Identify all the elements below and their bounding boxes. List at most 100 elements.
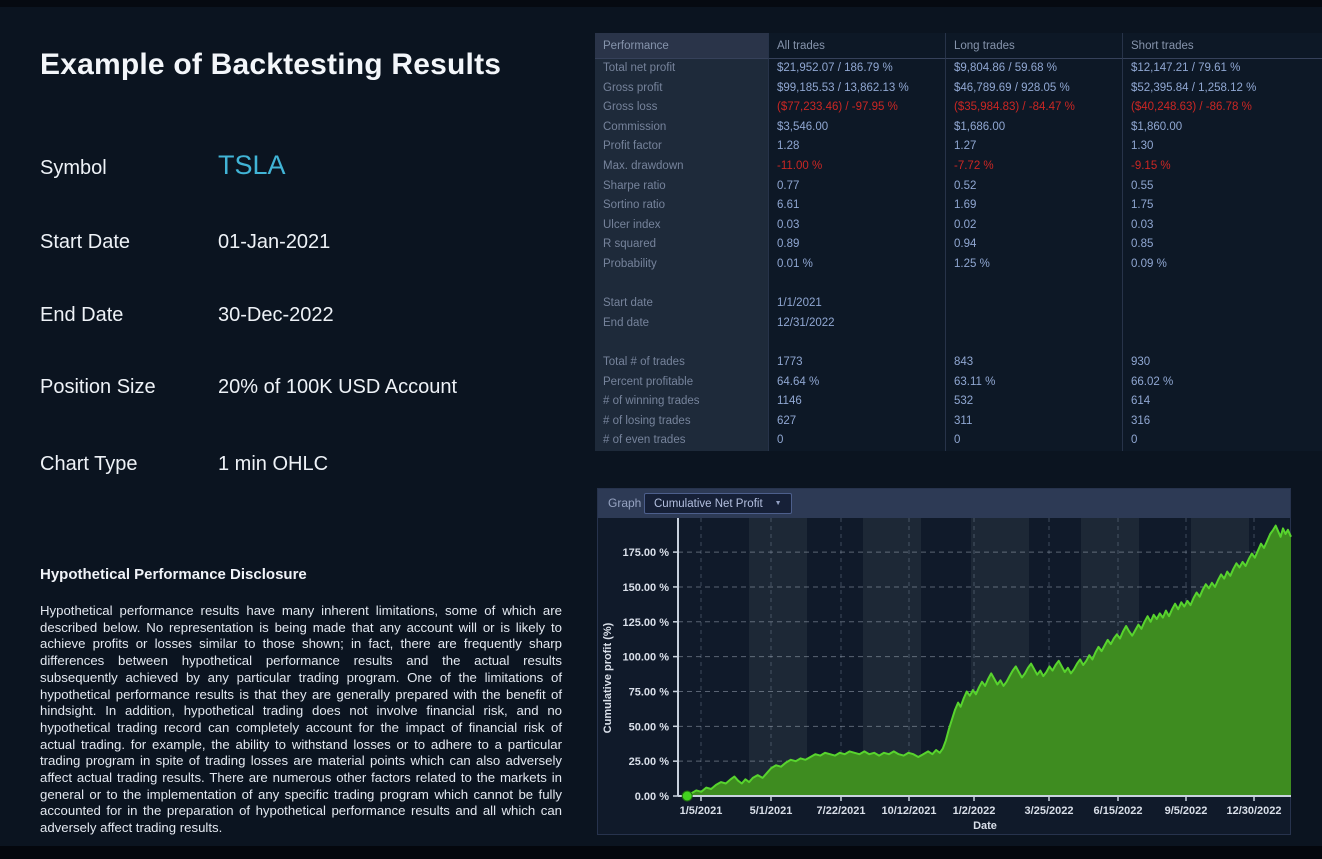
table-header-2: Long trades: [945, 33, 1122, 59]
table-cell: $46,789.69 / 928.05 %: [945, 78, 1122, 99]
profit-chart-svg: 0.00 % 25.00 % 50.00 % 75.00 % 100.00 % 125.0…: [602, 518, 1292, 832]
table-cell: $3,546.00: [768, 117, 945, 138]
x-tick-label: 7/22/2021: [817, 805, 866, 817]
table-row-label: Probability: [595, 254, 768, 275]
table-cell: [1122, 294, 1322, 314]
table-cell: ($77,233.46) / -97.95 %: [768, 98, 945, 118]
info-row-start-date: Start Date 01-Jan-2021: [40, 231, 330, 254]
table-row-label: R squared: [595, 235, 768, 255]
x-tick-label: 6/15/2022: [1094, 805, 1143, 817]
table-header-3: Short trades: [1122, 33, 1322, 59]
table-row-label: # of losing trades: [595, 411, 768, 432]
table-row-label: End date: [595, 313, 768, 334]
table-cell: 1/1/2021: [768, 294, 945, 314]
table-cell: 532: [945, 392, 1122, 412]
table-cell: [945, 274, 1122, 295]
table-cell: [945, 313, 1122, 334]
table-row-label: Percent profitable: [595, 372, 768, 393]
table-cell: [768, 333, 945, 353]
table-cell: 0.03: [1122, 215, 1322, 236]
table-cell: 0.55: [1122, 176, 1322, 197]
symbol-value: TSLA: [218, 150, 286, 180]
table-cell: [1122, 333, 1322, 353]
table-cell: $21,952.07 / 186.79 %: [768, 59, 945, 79]
y-tick-label: 125.00 %: [623, 617, 670, 629]
table-cell: [945, 294, 1122, 314]
y-tick-label: 0.00 %: [635, 791, 669, 803]
table-row-label: [595, 274, 768, 295]
table-cell: 64.64 %: [768, 372, 945, 393]
graph-label: Graph: [608, 496, 642, 510]
info-row-end-date: End Date 30-Dec-2022: [40, 304, 334, 327]
x-tick-label: 1/5/2021: [680, 805, 723, 817]
table-cell: [945, 333, 1122, 353]
table-cell: 1146: [768, 392, 945, 412]
info-row-symbol: Symbol TSLA: [40, 150, 286, 181]
table-cell: $9,804.86 / 59.68 %: [945, 59, 1122, 79]
table-row-label: Total # of trades: [595, 352, 768, 373]
x-tick-label: 1/2/2022: [953, 805, 996, 817]
table-header-1: All trades: [768, 33, 945, 59]
x-tick-label: 5/1/2021: [750, 805, 793, 817]
table-cell: -11.00 %: [768, 156, 945, 177]
symbol-label: Symbol: [40, 157, 107, 179]
x-tick-label: 10/12/2021: [881, 805, 936, 817]
table-cell: 0.03: [768, 215, 945, 236]
table-cell: 66.02 %: [1122, 372, 1322, 393]
y-tick-label: 150.00 %: [623, 582, 670, 594]
table-cell: $12,147.21 / 79.61 %: [1122, 59, 1322, 79]
performance-table: Performance All trades Long trades Short tr…: [595, 33, 1322, 451]
graph-panel: Graph Cumulative Net Profit ▼ 0.00 % 25.0…: [597, 488, 1292, 835]
table-cell: 1773: [768, 352, 945, 373]
table-row-label: Start date: [595, 294, 768, 314]
table-cell: 1.27: [945, 137, 1122, 157]
table-cell: [1122, 274, 1322, 295]
graph-type-dropdown[interactable]: Cumulative Net Profit ▼: [644, 493, 792, 514]
table-cell: 1.69: [945, 196, 1122, 216]
table-cell: 930: [1122, 352, 1322, 373]
y-tick-label: 75.00 %: [629, 686, 670, 698]
table-cell: 0: [768, 431, 945, 451]
table-cell: 6.61: [768, 196, 945, 216]
table-cell: ($40,248.63) / -86.78 %: [1122, 98, 1322, 118]
position-size-value: 20% of 100K USD Account: [218, 376, 458, 398]
y-tick-label: 175.00 %: [623, 547, 670, 559]
table-row-label: Ulcer index: [595, 215, 768, 236]
table-cell: 0.77: [768, 176, 945, 197]
table-cell: [1122, 313, 1322, 334]
table-cell: 843: [945, 352, 1122, 373]
table-cell: 0.85: [1122, 235, 1322, 255]
table-row-label: [595, 333, 768, 353]
disclosure-title: Hypothetical Performance Disclosure: [40, 566, 307, 583]
table-cell: 0.09 %: [1122, 254, 1322, 275]
table-cell: 0.94: [945, 235, 1122, 255]
table-cell: $52,395.84 / 1,258.12 %: [1122, 78, 1322, 99]
table-row-label: Sortino ratio: [595, 196, 768, 216]
disclosure-body: Hypothetical performance results have ma…: [40, 603, 562, 836]
page-title: Example of Backtesting Results: [40, 48, 502, 81]
table-cell: -7.72 %: [945, 156, 1122, 177]
table-row-label: # of winning trades: [595, 392, 768, 412]
table-cell: -9.15 %: [1122, 156, 1322, 177]
plot-band: [863, 518, 921, 796]
table-cell: 0.02: [945, 215, 1122, 236]
table-cell: 0.52: [945, 176, 1122, 197]
table-cell: 63.11 %: [945, 372, 1122, 393]
table-row-label: Total net profit: [595, 59, 768, 79]
table-cell: 311: [945, 411, 1122, 432]
x-tick-label: 12/30/2022: [1226, 805, 1281, 817]
graph-header: Graph Cumulative Net Profit ▼: [598, 489, 1290, 518]
profit-line: [686, 524, 1292, 797]
table-row-label: Max. drawdown: [595, 156, 768, 177]
table-cell: 0: [945, 431, 1122, 451]
y-axis-title: Cumulative profit (%): [602, 622, 614, 733]
info-row-position-size: Position Size 20% of 100K USD Account: [40, 376, 457, 399]
table-row-label: Sharpe ratio: [595, 176, 768, 197]
table-cell: 627: [768, 411, 945, 432]
start-date-label: Start Date: [40, 231, 131, 253]
table-cell: 1.30: [1122, 137, 1322, 157]
table-cell: ($35,984.83) / -84.47 %: [945, 98, 1122, 118]
chevron-down-icon: ▼: [774, 500, 782, 507]
table-row-label: Gross loss: [595, 98, 768, 118]
chart-type-value: 1 min OHLC: [218, 453, 329, 475]
